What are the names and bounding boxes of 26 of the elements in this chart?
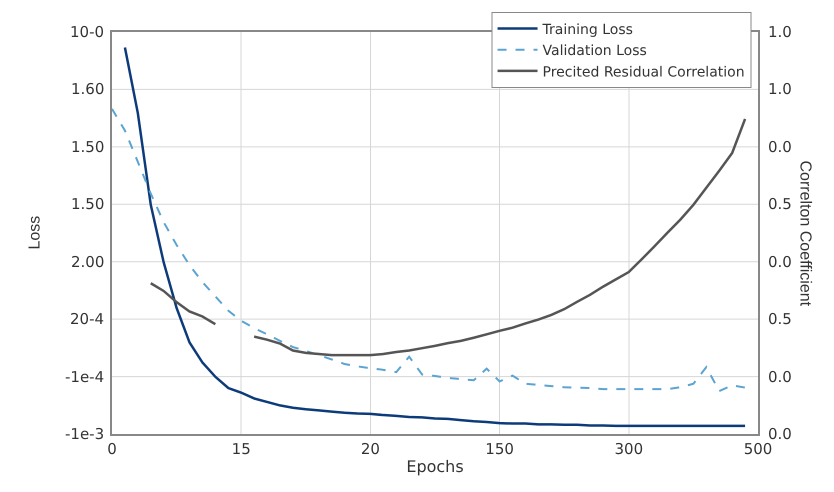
text: 1.0 <box>768 23 792 41</box>
x-tick-label: 15 <box>232 440 251 458</box>
text: 1.50 <box>71 195 104 213</box>
x-axis-title: Epochs <box>406 456 464 476</box>
text: 20-4 <box>70 310 104 328</box>
text: 10-0 <box>70 23 104 41</box>
x-tick-label: 0 <box>107 440 117 458</box>
text: -1e-4 <box>65 368 104 386</box>
legend-label: Training Loss <box>542 22 633 38</box>
text: 0.0 <box>768 368 792 386</box>
y2-axis-title: Correlton Coefficient <box>796 160 814 307</box>
text: 1.0 <box>768 80 792 98</box>
x-tick-label: 300 <box>614 440 644 458</box>
text: 1.60 <box>71 80 104 98</box>
text: -1e-3 <box>65 425 104 443</box>
x-tick-label: 150 <box>485 440 514 458</box>
text: 0.0 <box>768 138 792 156</box>
legend-label: Precited Residual Correlation <box>542 64 745 80</box>
text: 1.50 <box>71 138 104 156</box>
text: 0.5 <box>768 310 792 328</box>
legend-label: Validation Loss <box>542 43 647 60</box>
x-tick-label: 20 <box>360 440 380 458</box>
text: 0.5 <box>768 195 792 213</box>
text: 2.00 <box>71 253 104 271</box>
text: 0.0 <box>768 253 792 271</box>
y-axis-title: Loss <box>26 216 44 250</box>
